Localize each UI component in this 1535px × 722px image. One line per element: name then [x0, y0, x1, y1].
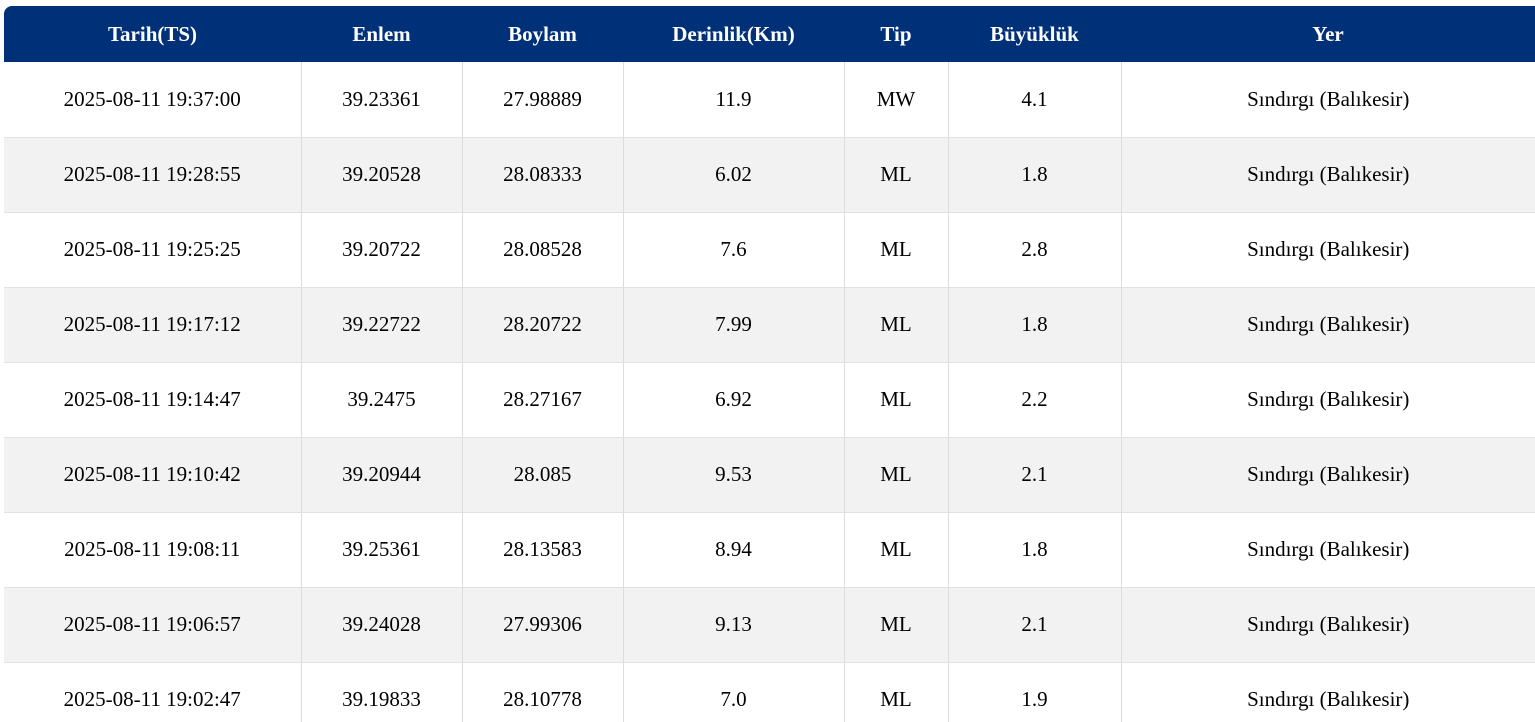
cell-depth: 9.13 — [623, 587, 845, 663]
cell-date: 2025-08-11 19:25:25 — [4, 212, 302, 288]
cell-depth: 7.99 — [623, 287, 845, 363]
cell-location: Sındırgı (Balıkesir) — [1121, 137, 1535, 213]
cell-longitude: 28.08528 — [462, 212, 624, 288]
cell-type: ML — [844, 512, 949, 588]
table-row[interactable]: 2025-08-11 19:17:12 39.22722 28.20722 7.… — [4, 287, 1535, 363]
cell-type: ML — [844, 287, 949, 363]
cell-location: Sındırgı (Balıkesir) — [1121, 587, 1535, 663]
table-row[interactable]: 2025-08-11 19:14:47 39.2475 28.27167 6.9… — [4, 362, 1535, 438]
cell-depth: 8.94 — [623, 512, 845, 588]
earthquake-table: Tarih(TS) Enlem Boylam Derinlik(Km) Tip … — [4, 6, 1535, 722]
cell-location: Sındırgı (Balıkesir) — [1121, 512, 1535, 588]
cell-latitude: 39.24028 — [301, 587, 463, 663]
cell-location: Sındırgı (Balıkesir) — [1121, 662, 1535, 722]
cell-magnitude: 1.9 — [948, 662, 1122, 722]
cell-longitude: 28.13583 — [462, 512, 624, 588]
cell-depth: 9.53 — [623, 437, 845, 513]
cell-location: Sındırgı (Balıkesir) — [1121, 287, 1535, 363]
header-row: Tarih(TS) Enlem Boylam Derinlik(Km) Tip … — [4, 6, 1535, 62]
cell-magnitude: 1.8 — [948, 287, 1122, 363]
cell-longitude: 27.99306 — [462, 587, 624, 663]
header-date[interactable]: Tarih(TS) — [107, 21, 198, 46]
cell-date: 2025-08-11 19:28:55 — [4, 137, 302, 213]
cell-latitude: 39.2475 — [301, 362, 463, 438]
table-row[interactable]: 2025-08-11 19:25:25 39.20722 28.08528 7.… — [4, 212, 1535, 288]
cell-type: MW — [844, 62, 949, 138]
cell-depth: 11.9 — [623, 62, 845, 138]
cell-depth: 6.92 — [623, 362, 845, 438]
header-magnitude[interactable]: Büyüklük — [990, 21, 1079, 46]
cell-location: Sındırgı (Balıkesir) — [1121, 212, 1535, 288]
cell-latitude: 39.19833 — [301, 662, 463, 722]
cell-latitude: 39.23361 — [301, 62, 463, 138]
cell-magnitude: 2.1 — [948, 437, 1122, 513]
cell-latitude: 39.22722 — [301, 287, 463, 363]
table-row[interactable]: 2025-08-11 19:28:55 39.20528 28.08333 6.… — [4, 137, 1535, 213]
cell-location: Sındırgı (Balıkesir) — [1121, 437, 1535, 513]
table-row[interactable]: 2025-08-11 19:08:11 39.25361 28.13583 8.… — [4, 512, 1535, 588]
cell-longitude: 28.20722 — [462, 287, 624, 363]
cell-date: 2025-08-11 19:17:12 — [4, 287, 302, 363]
cell-magnitude: 2.8 — [948, 212, 1122, 288]
cell-type: ML — [844, 437, 949, 513]
header-latitude[interactable]: Enlem — [352, 21, 411, 46]
cell-date: 2025-08-11 19:02:47 — [4, 662, 302, 722]
cell-magnitude: 1.8 — [948, 512, 1122, 588]
cell-depth: 6.02 — [623, 137, 845, 213]
cell-date: 2025-08-11 19:37:00 — [4, 62, 302, 138]
cell-type: ML — [844, 662, 949, 722]
table-row[interactable]: 2025-08-11 19:37:00 39.23361 27.98889 11… — [4, 62, 1535, 138]
earthquake-table-container: Tarih(TS) Enlem Boylam Derinlik(Km) Tip … — [4, 6, 1535, 722]
cell-latitude: 39.20722 — [301, 212, 463, 288]
header-longitude[interactable]: Boylam — [508, 21, 577, 46]
cell-date: 2025-08-11 19:06:57 — [4, 587, 302, 663]
cell-longitude: 28.08333 — [462, 137, 624, 213]
table-row[interactable]: 2025-08-11 19:06:57 39.24028 27.99306 9.… — [4, 587, 1535, 663]
cell-longitude: 28.10778 — [462, 662, 624, 722]
table-header: Tarih(TS) Enlem Boylam Derinlik(Km) Tip … — [4, 6, 1535, 62]
cell-type: ML — [844, 587, 949, 663]
cell-type: ML — [844, 137, 949, 213]
cell-type: ML — [844, 212, 949, 288]
cell-magnitude: 2.1 — [948, 587, 1122, 663]
table-row[interactable]: 2025-08-11 19:10:42 39.20944 28.085 9.53… — [4, 437, 1535, 513]
cell-longitude: 28.085 — [462, 437, 624, 513]
cell-magnitude: 4.1 — [948, 62, 1122, 138]
cell-date: 2025-08-11 19:08:11 — [4, 512, 302, 588]
cell-longitude: 27.98889 — [462, 62, 624, 138]
cell-latitude: 39.20944 — [301, 437, 463, 513]
cell-date: 2025-08-11 19:10:42 — [4, 437, 302, 513]
table-row[interactable]: 2025-08-11 19:02:47 39.19833 28.10778 7.… — [4, 662, 1535, 722]
cell-location: Sındırgı (Balıkesir) — [1121, 362, 1535, 438]
header-type[interactable]: Tip — [880, 21, 912, 46]
cell-magnitude: 1.8 — [948, 137, 1122, 213]
cell-magnitude: 2.2 — [948, 362, 1122, 438]
cell-depth: 7.0 — [623, 662, 845, 722]
cell-latitude: 39.25361 — [301, 512, 463, 588]
cell-longitude: 28.27167 — [462, 362, 624, 438]
header-location[interactable]: Yer — [1312, 21, 1344, 46]
header-depth[interactable]: Derinlik(Km) — [672, 21, 795, 46]
cell-date: 2025-08-11 19:14:47 — [4, 362, 302, 438]
cell-type: ML — [844, 362, 949, 438]
cell-latitude: 39.20528 — [301, 137, 463, 213]
cell-location: Sındırgı (Balıkesir) — [1121, 62, 1535, 138]
cell-depth: 7.6 — [623, 212, 845, 288]
table-body: 2025-08-11 19:37:00 39.23361 27.98889 11… — [4, 62, 1535, 722]
